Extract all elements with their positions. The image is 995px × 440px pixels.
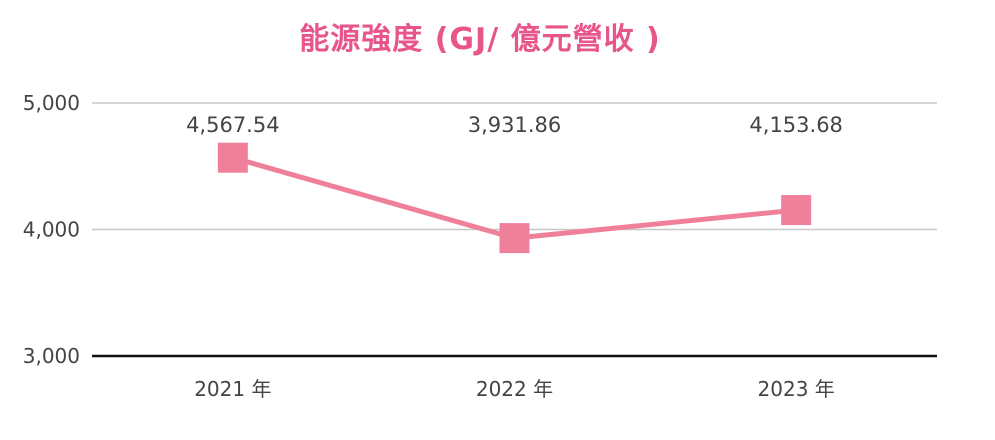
data-label: 3,931.86 — [468, 113, 562, 137]
x-axis-categories: 2021 年 2022 年 2023 年 — [194, 377, 835, 401]
y-tick-label: 3,000 — [23, 344, 80, 368]
data-point-marker — [781, 195, 812, 226]
data-labels: 4,567.54 3,931.86 4,153.68 — [186, 113, 843, 137]
data-label: 4,153.68 — [749, 113, 843, 137]
x-category-label: 2022 年 — [476, 377, 553, 401]
data-point-marker — [217, 142, 248, 173]
y-tick-label: 4,000 — [23, 218, 80, 242]
data-label: 4,567.54 — [186, 113, 280, 137]
x-category-label: 2021 年 — [194, 377, 271, 401]
y-axis-ticks: 3,000 4,000 5,000 — [23, 91, 80, 368]
chart-title: 能源強度 (GJ/ 億元營收 ) — [299, 22, 661, 57]
data-point-marker — [499, 223, 530, 254]
y-tick-label: 5,000 — [23, 91, 80, 115]
data-markers — [217, 142, 812, 254]
x-category-label: 2023 年 — [758, 377, 835, 401]
